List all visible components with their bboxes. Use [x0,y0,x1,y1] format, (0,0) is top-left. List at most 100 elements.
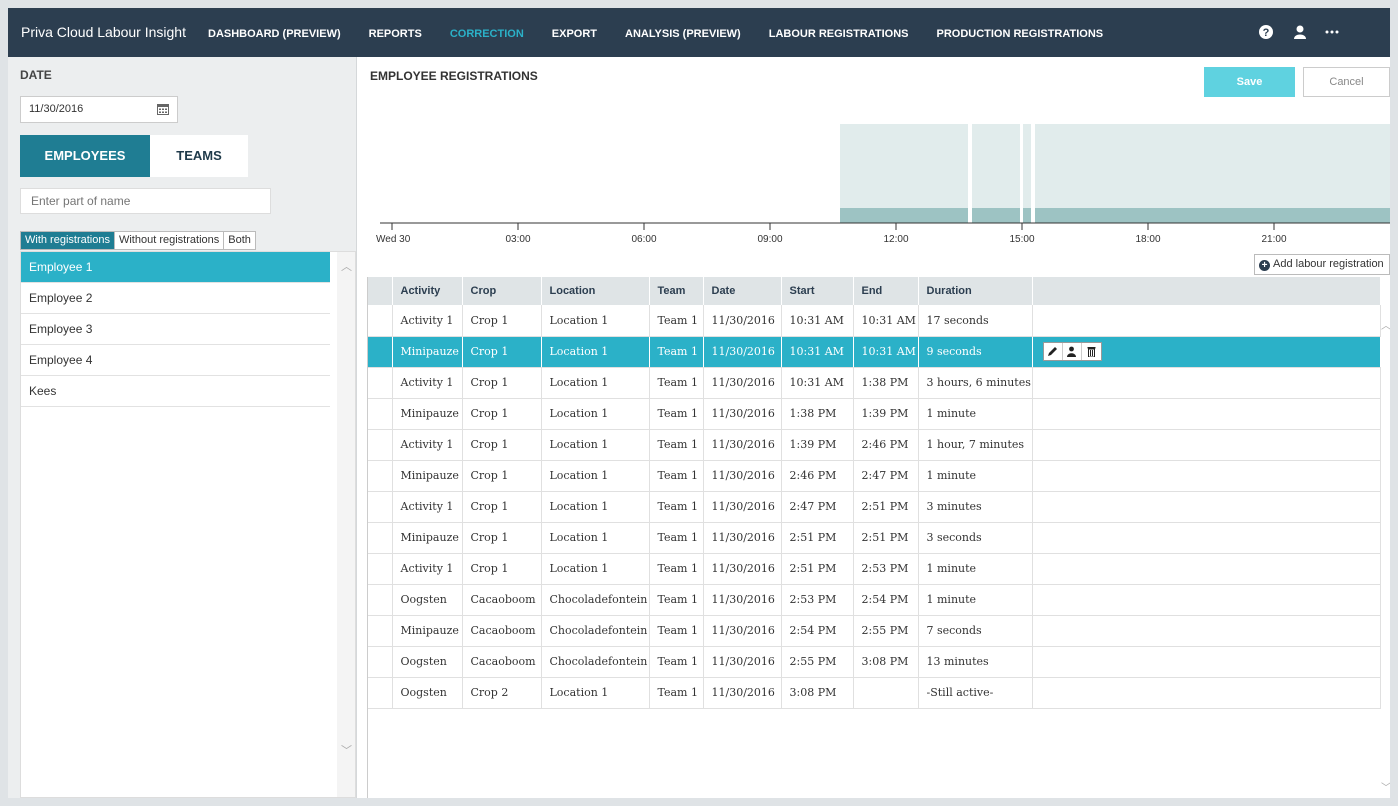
scroll-down-icon[interactable]: ﹀ [1381,783,1390,794]
delete-icon[interactable] [1082,343,1101,360]
section-title: EMPLOYEE REGISTRATIONS [370,69,538,83]
name-search-input[interactable] [20,188,271,214]
table-row[interactable]: Activity 1 Crop 1 Location 1 Team 1 11/30/20… [368,553,1381,585]
nav-item-reports[interactable]: REPORTS [368,28,422,40]
edit-icon[interactable] [1044,343,1063,360]
row-selector[interactable] [368,336,393,368]
employee-list-item[interactable]: Employee 2 [21,283,330,314]
employee-list-item[interactable]: Kees [21,376,330,407]
row-selector[interactable] [368,646,393,678]
cell-duration: -Still active- [918,677,1033,709]
table-row[interactable]: Oogsten Crop 2 Location 1 Team 1 11/30/2016 3… [368,677,1381,709]
employee-list-item[interactable]: Employee 4 [21,345,330,376]
column-header-location[interactable]: Location [541,277,650,305]
date-field[interactable]: 11/30/2016 [20,96,178,123]
timeline-tick-label: 03:00 [505,234,530,245]
employee-list-item[interactable]: Employee 1 [21,252,330,283]
cell-activity: Activity 1 [392,491,463,523]
cancel-button[interactable]: Cancel [1303,67,1390,97]
row-selector[interactable] [368,429,393,461]
cell-location: Chocoladefontein [541,615,650,647]
column-header-team[interactable]: Team [649,277,704,305]
row-selector[interactable] [368,305,393,337]
column-header-duration[interactable]: Duration [918,277,1033,305]
scroll-down-icon[interactable]: ﹀ [341,745,352,757]
scroll-up-icon[interactable]: ︿ [341,261,352,273]
column-header-date[interactable]: Date [703,277,782,305]
row-actions-cell [1032,615,1381,647]
cell-location: Location 1 [541,553,650,585]
timeline-tick-label: 09:00 [757,234,782,245]
more-icon[interactable] [1324,24,1340,40]
cell-duration: 1 minute [918,460,1033,492]
tab-teams[interactable]: TEAMS [150,135,248,177]
row-selector[interactable] [368,367,393,399]
registrations-table-container: Activity Crop Location Team Date Start End Dura… [367,277,1390,798]
table-row[interactable]: Activity 1 Crop 1 Location 1 Team 1 11/30/20… [368,429,1381,461]
filter-both[interactable]: Both [228,234,251,246]
table-row[interactable]: Oogsten Cacaoboom Chocoladefontein Team 1 11… [368,584,1381,616]
table-row[interactable]: Activity 1 Crop 1 Location 1 Team 1 11/30/20… [368,491,1381,523]
cell-crop: Crop 1 [462,553,542,585]
row-selector[interactable] [368,615,393,647]
cell-crop: Crop 1 [462,429,542,461]
table-row[interactable]: Oogsten Cacaoboom Chocoladefontein Team 1 11… [368,646,1381,678]
nav-item-production-registrations[interactable]: PRODUCTION REGISTRATIONS [936,28,1104,40]
person-icon[interactable] [1063,343,1082,360]
help-icon[interactable]: ? [1258,24,1274,40]
row-selector[interactable] [368,677,393,709]
main-nav: DASHBOARD (PREVIEW) REPORTS CORRECTION EXPO… [208,8,1131,57]
timeline-activity-bar [1035,208,1390,223]
row-selector[interactable] [368,491,393,523]
cell-start: 1:38 PM [781,398,854,430]
view-toggle: EMPLOYEES TEAMS [20,135,248,177]
scroll-up-icon[interactable]: ︿ [1381,321,1390,332]
column-header-crop[interactable]: Crop [462,277,542,305]
timeline-activity-bar [972,208,1020,223]
row-selector[interactable] [368,584,393,616]
add-labour-registration-button[interactable]: + Add labour registration [1254,254,1390,275]
cell-team: Team 1 [649,398,704,430]
table-row[interactable]: Minipauze Crop 1 Location 1 Team 1 11/30/201… [368,398,1381,430]
nav-item-export[interactable]: EXPORT [551,28,597,40]
nav-item-analysis-preview[interactable]: ANALYSIS (PREVIEW) [625,28,741,40]
cell-start: 2:55 PM [781,646,854,678]
cell-end: 2:46 PM [853,429,919,461]
tab-employees[interactable]: EMPLOYEES [20,135,150,177]
cell-end: 2:55 PM [853,615,919,647]
filter-with-registrations[interactable]: With registrations [21,232,115,249]
app-title: Priva Cloud Labour Insight [21,24,186,40]
cell-end: 2:51 PM [853,522,919,554]
table-row[interactable]: Minipauze Cacaoboom Chocoladefontein Team 1… [368,615,1381,647]
save-button[interactable]: Save [1204,67,1295,97]
row-selector[interactable] [368,398,393,430]
table-row[interactable]: Activity 1 Crop 1 Location 1 Team 1 11/30/20… [368,367,1381,399]
row-selector[interactable] [368,553,393,585]
row-selector[interactable] [368,522,393,554]
cell-start: 3:08 PM [781,677,854,709]
nav-item-correction[interactable]: CORRECTION [449,28,524,40]
table-scrollbar[interactable]: ︿ ﹀ [1381,313,1390,798]
table-row[interactable]: Minipauze Crop 1 Location 1 Team 1 11/30/201… [368,460,1381,492]
employee-list-scrollbar[interactable]: ︿ ﹀ [337,252,355,797]
user-icon[interactable] [1292,24,1308,40]
calendar-icon[interactable] [157,103,169,115]
row-selector[interactable] [368,460,393,492]
filter-without-registrations[interactable]: Without registrations [115,232,225,249]
cell-end: 1:38 PM [853,367,919,399]
cell-activity: Oogsten [392,646,463,678]
table-row[interactable]: Minipauze Crop 1 Location 1 Team 1 11/30/201… [368,336,1381,368]
cell-activity: Oogsten [392,677,463,709]
date-value: 11/30/2016 [29,103,84,115]
table-row[interactable]: Minipauze Crop 1 Location 1 Team 1 11/30/201… [368,522,1381,554]
column-header-activity[interactable]: Activity [392,277,463,305]
nav-item-dashboard-preview[interactable]: DASHBOARD (PREVIEW) [208,28,341,40]
cell-location: Location 1 [541,429,650,461]
nav-item-labour-registrations[interactable]: LABOUR REGISTRATIONS [768,28,909,40]
column-header-end[interactable]: End [853,277,919,305]
row-actions-cell [1032,646,1381,678]
column-header-start[interactable]: Start [781,277,854,305]
employee-list-item[interactable]: Employee 3 [21,314,330,345]
table-row[interactable]: Activity 1 Crop 1 Location 1 Team 1 11/30/20… [368,305,1381,337]
cell-date: 11/30/2016 [703,677,782,709]
